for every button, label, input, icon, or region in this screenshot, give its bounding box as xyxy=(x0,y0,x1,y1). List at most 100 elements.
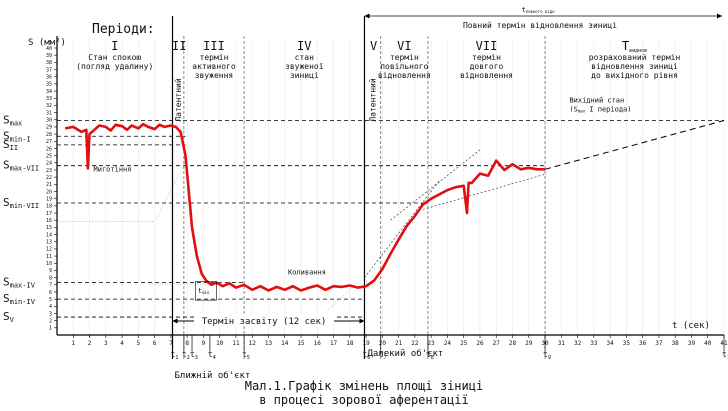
y-tick-label: 36 xyxy=(46,75,52,81)
x-tick-label: 26 xyxy=(476,340,484,347)
t-min-box xyxy=(194,281,217,301)
phase-number: Tвиднов xyxy=(622,39,647,54)
y-marker-label: Smin-IV xyxy=(3,292,36,306)
y-tick-label: 31 xyxy=(46,110,52,116)
x-tick-label: 31 xyxy=(558,340,566,347)
chart-title: Мал.1.Графік змінень площі зіниці xyxy=(245,379,483,393)
exposure-label-bg xyxy=(194,314,334,326)
y-tick-label: 23 xyxy=(46,168,52,174)
time-marker-label: t9 xyxy=(543,350,551,361)
exposure-arrowhead-right xyxy=(359,318,365,324)
y-tick-label: 32 xyxy=(46,103,52,109)
x-tick-label: 20 xyxy=(379,340,387,347)
x-tick-label: 21 xyxy=(395,340,403,347)
y-axis-title: S (мм²) xyxy=(28,38,66,48)
time-marker-label: t3 xyxy=(190,350,198,361)
series-layer xyxy=(64,120,725,292)
x-tick-label: 11 xyxy=(232,340,240,347)
y-tick-label: 2 xyxy=(49,318,52,324)
y-tick-label: 20 xyxy=(46,189,52,195)
x-tick-label: 24 xyxy=(444,340,452,347)
y-tick-label: 4 xyxy=(49,304,52,310)
y-tick-label: 30 xyxy=(46,118,52,124)
x-axis-title: t (сек) xyxy=(672,321,710,331)
oscillation-label: Коливання xyxy=(288,269,326,277)
y-tick-label: 1 xyxy=(49,326,52,332)
phase-description: Латентний xyxy=(369,78,378,122)
y-marker-label: Smax-VII xyxy=(3,159,39,173)
x-tick-label: 8 xyxy=(185,340,189,347)
axes: 1234567891011121314151617181920212223242… xyxy=(46,36,728,347)
tangent-line xyxy=(364,180,440,278)
phase-description: відновлення xyxy=(378,71,431,80)
phase-description: Латентний xyxy=(174,78,183,122)
y-tick-label: 16 xyxy=(46,218,52,224)
time-marker-label: t7 xyxy=(379,350,387,361)
phase-description: термін xyxy=(390,53,419,62)
periods-title: Періоди: xyxy=(92,22,155,37)
y-tick-label: 34 xyxy=(46,89,52,95)
x-tick-label: 29 xyxy=(525,340,533,347)
exposure-arrowhead-left xyxy=(172,318,178,324)
y-tick-label: 28 xyxy=(46,132,52,138)
x-tick-label: 2 xyxy=(88,340,92,347)
y-marker-label: SV xyxy=(3,310,15,324)
y-tick-label: 24 xyxy=(46,161,52,167)
y-marker-label: Smin-VII xyxy=(3,196,39,210)
x-tick-label: 39 xyxy=(688,340,696,347)
reference-lines xyxy=(57,120,724,321)
phase-description: розрахований термін xyxy=(589,53,681,62)
tangent-line xyxy=(422,173,546,210)
x-tick-label: 35 xyxy=(623,340,631,347)
time-marker-label: t4 xyxy=(208,350,216,361)
y-tick-label: 38 xyxy=(46,60,52,66)
y-tick-label: 40 xyxy=(46,46,52,52)
y-tick-label: 12 xyxy=(46,247,52,253)
phase-description: звуження xyxy=(195,71,234,80)
x-tick-label: 16 xyxy=(314,340,322,347)
x-tick-label: 23 xyxy=(428,340,436,347)
y-tick-label: 18 xyxy=(46,204,52,210)
x-tick-label: 33 xyxy=(590,340,598,347)
y-tick-label: 29 xyxy=(46,125,52,131)
series-line-0 xyxy=(64,122,545,292)
x-tick-label: 25 xyxy=(460,340,468,347)
y-tick-label: 15 xyxy=(46,225,52,231)
aux-line xyxy=(317,281,359,321)
y-tick-label: 8 xyxy=(49,275,52,281)
phase-description: Стан спокою xyxy=(88,53,141,62)
phase-description: зиниці xyxy=(290,71,319,80)
exposure-label: Термін засвіту (12 сек) xyxy=(202,317,327,327)
x-tick-label: 38 xyxy=(672,340,680,347)
x-tick-label: 7 xyxy=(169,340,173,347)
initial-state-line1: Вихідний стан xyxy=(569,97,624,105)
x-tick-label: 14 xyxy=(281,340,289,347)
full-recovery-text: Повний термін відновлення зиниці xyxy=(463,21,617,30)
tangent-line xyxy=(390,149,481,221)
y-tick-label: 19 xyxy=(46,196,52,202)
phase-number: VI xyxy=(397,39,411,53)
time-marker-label: t10 xyxy=(722,350,728,361)
chart-subtitle: в процесі зорової аферентації xyxy=(259,393,469,407)
y-tick-label: 39 xyxy=(46,53,52,59)
y-tick-label: 5 xyxy=(49,297,52,303)
series-line-1 xyxy=(544,120,725,170)
phase-description: відновлення xyxy=(460,71,513,80)
y-marker-label: Smax xyxy=(3,113,22,127)
phase-description: активного xyxy=(192,62,236,71)
x-tick-label: 27 xyxy=(493,340,501,347)
y-tick-label: 3 xyxy=(49,311,52,317)
phase-description: звуженої xyxy=(285,62,324,71)
time-marker-label: t1 xyxy=(171,350,179,361)
x-tick-label: 4 xyxy=(120,340,124,347)
y-tick-label: 6 xyxy=(49,290,52,296)
x-tick-label: 1 xyxy=(71,340,75,347)
x-tick-label: 13 xyxy=(265,340,273,347)
time-marker-label: t6 xyxy=(362,350,370,361)
x-tick-label: 17 xyxy=(330,340,338,347)
phase-description: довгого xyxy=(470,62,504,71)
phase-description: термін xyxy=(472,53,501,62)
x-tick-label: 5 xyxy=(137,340,141,347)
phase-number: I xyxy=(111,39,118,53)
